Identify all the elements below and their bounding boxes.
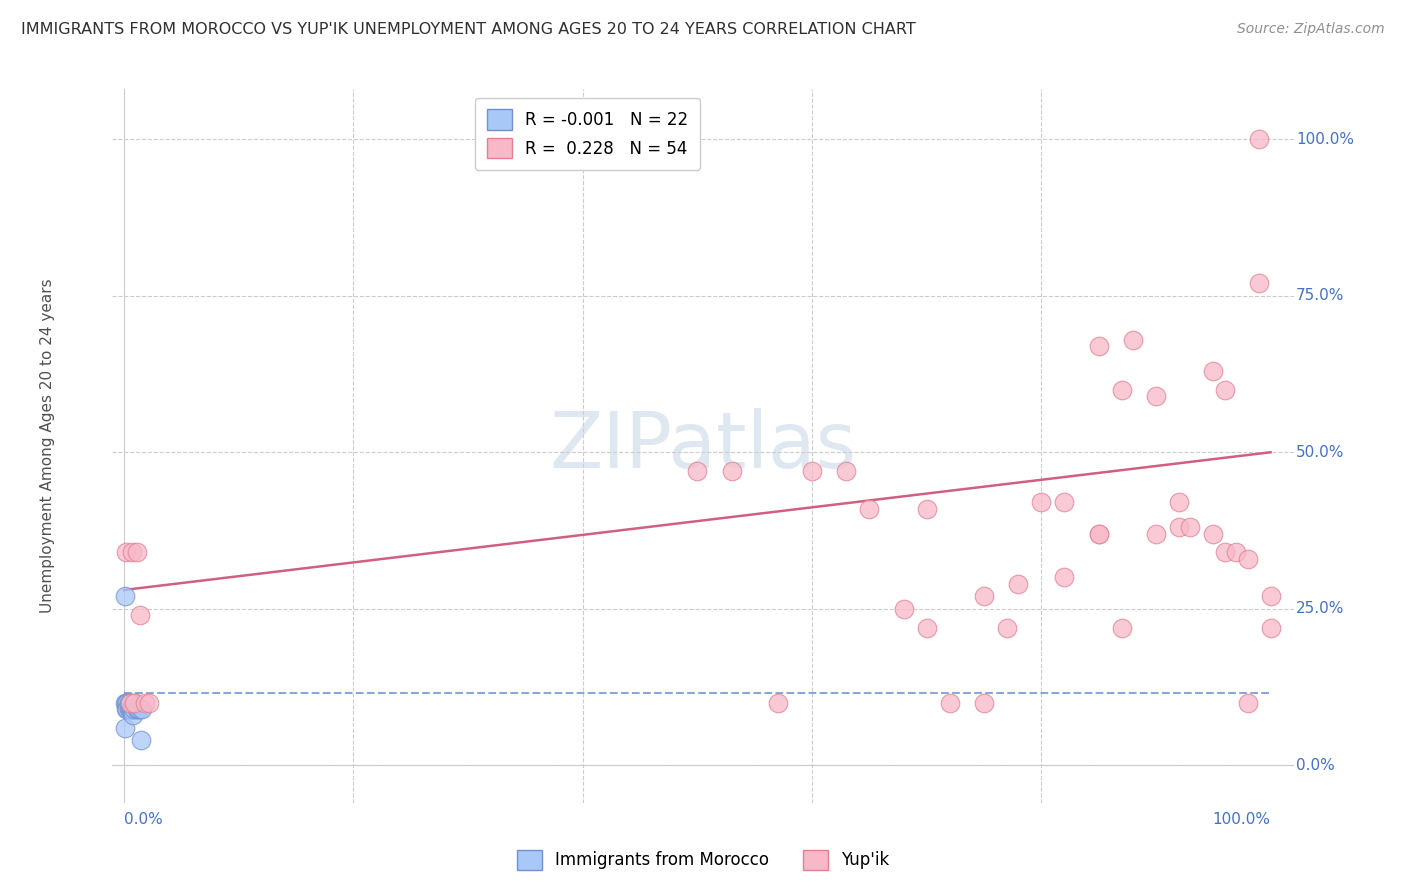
Legend: Immigrants from Morocco, Yup'ik: Immigrants from Morocco, Yup'ik — [510, 843, 896, 877]
Point — [1144, 389, 1167, 403]
Point — [114, 696, 136, 710]
Point — [118, 702, 141, 716]
Point — [120, 702, 142, 716]
Point — [893, 601, 915, 615]
Point — [120, 702, 142, 716]
Point — [858, 501, 880, 516]
Point — [131, 702, 153, 716]
Point — [1236, 696, 1258, 710]
Point — [1053, 570, 1076, 584]
Point — [125, 545, 148, 559]
Point — [117, 702, 139, 716]
Point — [115, 702, 138, 716]
Text: 100.0%: 100.0% — [1296, 132, 1354, 147]
Point — [1087, 526, 1109, 541]
Point — [1111, 383, 1133, 397]
Point — [121, 702, 143, 716]
Point — [115, 545, 138, 559]
Point — [1167, 520, 1189, 534]
Point — [1053, 495, 1076, 509]
Point — [915, 501, 938, 516]
Point — [1213, 383, 1236, 397]
Point — [118, 696, 141, 710]
Point — [995, 621, 1018, 635]
Text: 0.0%: 0.0% — [1296, 757, 1334, 772]
Point — [1249, 277, 1271, 291]
Point — [134, 696, 156, 710]
Text: 100.0%: 100.0% — [1212, 813, 1271, 827]
Point — [1249, 132, 1271, 146]
Point — [720, 464, 742, 478]
Point — [1122, 333, 1144, 347]
Point — [124, 696, 146, 710]
Point — [121, 545, 143, 559]
Point — [122, 702, 145, 716]
Point — [1202, 364, 1225, 378]
Text: 0.0%: 0.0% — [124, 813, 163, 827]
Point — [1213, 545, 1236, 559]
Point — [938, 696, 960, 710]
Point — [129, 607, 152, 622]
Text: 50.0%: 50.0% — [1296, 445, 1344, 459]
Point — [686, 464, 709, 478]
Point — [1236, 551, 1258, 566]
Point — [117, 696, 139, 710]
Text: 75.0%: 75.0% — [1296, 288, 1344, 303]
Point — [973, 696, 995, 710]
Point — [1111, 621, 1133, 635]
Point — [1167, 495, 1189, 509]
Point — [122, 702, 145, 716]
Point — [117, 702, 139, 716]
Point — [1225, 545, 1247, 559]
Point — [800, 464, 823, 478]
Point — [117, 696, 139, 710]
Point — [115, 696, 138, 710]
Point — [122, 696, 145, 710]
Point — [125, 702, 148, 716]
Point — [122, 708, 145, 723]
Point — [1260, 589, 1282, 603]
Text: Source: ZipAtlas.com: Source: ZipAtlas.com — [1237, 22, 1385, 37]
Point — [129, 702, 152, 716]
Text: 25.0%: 25.0% — [1296, 601, 1344, 616]
Point — [118, 696, 141, 710]
Point — [1031, 495, 1053, 509]
Text: ZIPatlas: ZIPatlas — [550, 408, 856, 484]
Point — [1144, 526, 1167, 541]
Point — [127, 702, 149, 716]
Point — [1087, 526, 1109, 541]
Point — [129, 733, 152, 747]
Point — [114, 721, 136, 735]
Point — [1180, 520, 1202, 534]
Point — [1087, 339, 1109, 353]
Point — [835, 464, 858, 478]
Point — [1202, 526, 1225, 541]
Text: Unemployment Among Ages 20 to 24 years: Unemployment Among Ages 20 to 24 years — [39, 278, 55, 614]
Point — [1007, 576, 1029, 591]
Point — [114, 589, 136, 603]
Point — [1260, 621, 1282, 635]
Point — [915, 621, 938, 635]
Point — [766, 696, 789, 710]
Point — [973, 589, 995, 603]
Text: IMMIGRANTS FROM MOROCCO VS YUP'IK UNEMPLOYMENT AMONG AGES 20 TO 24 YEARS CORRELA: IMMIGRANTS FROM MOROCCO VS YUP'IK UNEMPL… — [21, 22, 915, 37]
Point — [138, 696, 160, 710]
